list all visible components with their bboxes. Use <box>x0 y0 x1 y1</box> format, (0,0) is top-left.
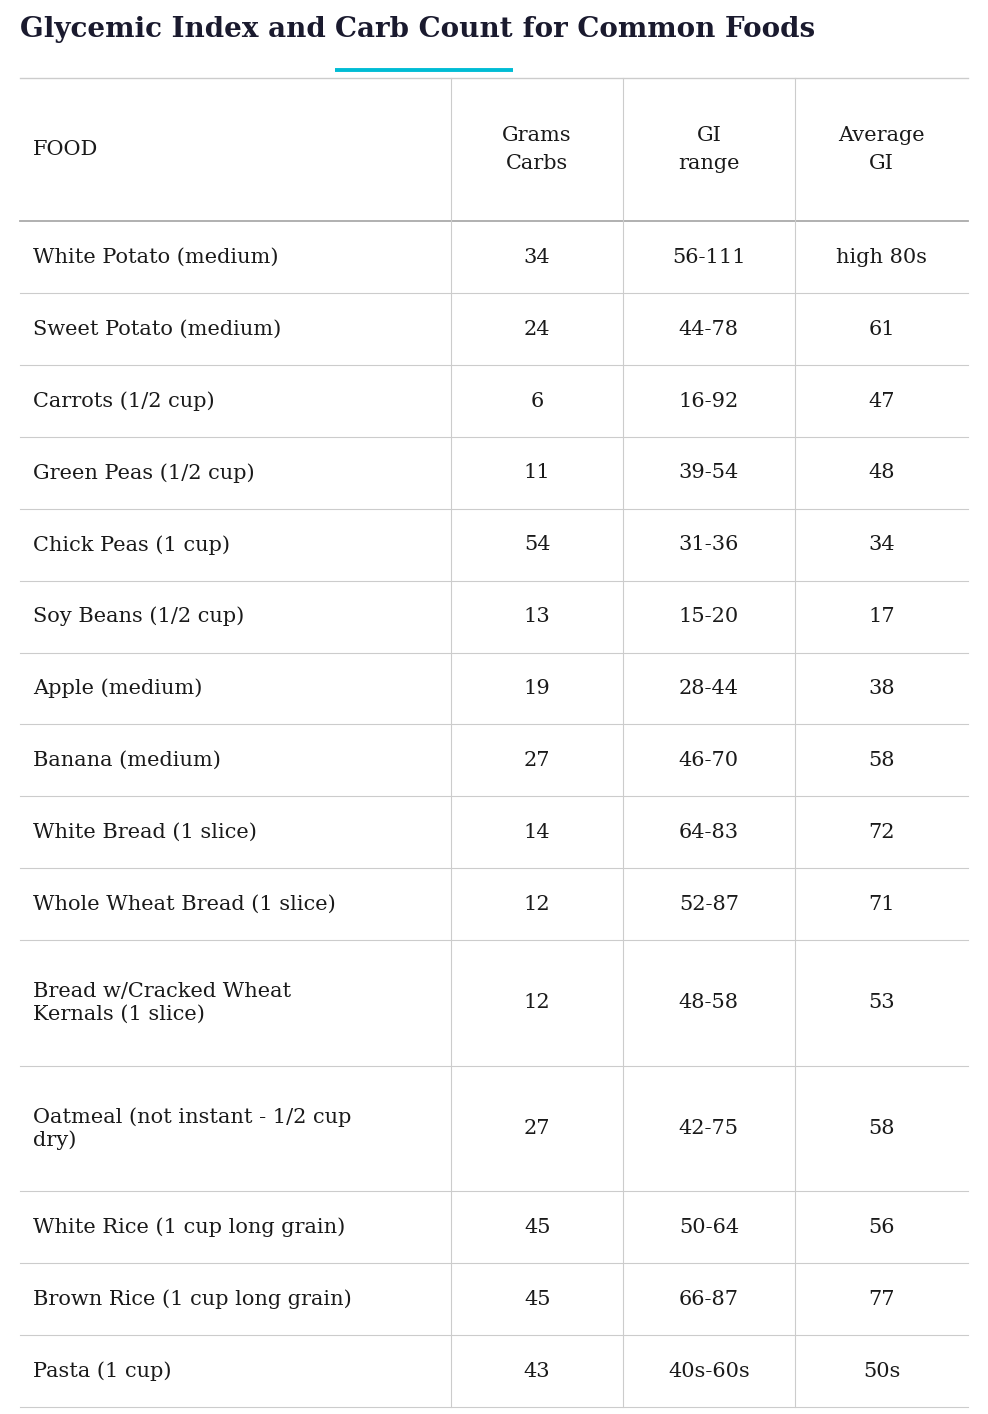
Text: 28-44: 28-44 <box>679 679 739 699</box>
Text: 45: 45 <box>524 1217 550 1237</box>
Text: 56: 56 <box>868 1217 895 1237</box>
Text: Whole Wheat Bread (1 slice): Whole Wheat Bread (1 slice) <box>33 895 336 913</box>
Text: 12: 12 <box>524 993 550 1012</box>
Text: 56-111: 56-111 <box>672 247 746 267</box>
Text: 34: 34 <box>868 536 895 554</box>
Text: 58: 58 <box>868 1118 895 1138</box>
Text: Pasta (1 cup): Pasta (1 cup) <box>33 1362 172 1381</box>
Text: 14: 14 <box>524 823 550 841</box>
Text: 27: 27 <box>524 1118 550 1138</box>
Text: Carrots (1/2 cup): Carrots (1/2 cup) <box>33 392 214 411</box>
Text: 71: 71 <box>868 895 895 913</box>
Text: 77: 77 <box>868 1290 895 1309</box>
Text: 45: 45 <box>524 1290 550 1309</box>
Text: 43: 43 <box>524 1362 550 1380</box>
Text: White Potato (medium): White Potato (medium) <box>33 247 279 267</box>
Text: 6: 6 <box>531 392 543 410</box>
Text: 54: 54 <box>524 536 550 554</box>
Text: 13: 13 <box>524 607 550 626</box>
Text: Banana (medium): Banana (medium) <box>33 751 221 769</box>
Text: 52-87: 52-87 <box>679 895 739 913</box>
Text: 34: 34 <box>524 247 550 267</box>
Text: 66-87: 66-87 <box>679 1290 739 1309</box>
Text: 11: 11 <box>524 464 550 482</box>
Text: 39-54: 39-54 <box>679 464 739 482</box>
Text: 31-36: 31-36 <box>679 536 739 554</box>
Text: 64-83: 64-83 <box>679 823 739 841</box>
Text: 27: 27 <box>524 751 550 769</box>
Text: Average
GI: Average GI <box>838 126 925 173</box>
Text: Chick Peas (1 cup): Chick Peas (1 cup) <box>33 534 230 554</box>
Text: 38: 38 <box>868 679 895 699</box>
Text: 58: 58 <box>868 751 895 769</box>
Text: 44-78: 44-78 <box>679 320 739 339</box>
Text: Carb Count: Carb Count <box>335 16 513 42</box>
Text: 47: 47 <box>868 392 895 410</box>
Text: 12: 12 <box>524 895 550 913</box>
Text: GI
range: GI range <box>678 126 740 173</box>
Text: 46-70: 46-70 <box>679 751 739 769</box>
Text: Apple (medium): Apple (medium) <box>33 679 203 699</box>
Text: FOOD: FOOD <box>33 140 99 160</box>
Text: 24: 24 <box>524 320 550 339</box>
Text: 48-58: 48-58 <box>679 993 739 1012</box>
Text: Brown Rice (1 cup long grain): Brown Rice (1 cup long grain) <box>33 1290 352 1309</box>
Text: 72: 72 <box>868 823 895 841</box>
Text: 19: 19 <box>524 679 550 699</box>
Text: Soy Beans (1/2 cup): Soy Beans (1/2 cup) <box>33 607 244 626</box>
Text: 53: 53 <box>868 993 895 1012</box>
Text: 16-92: 16-92 <box>679 392 739 410</box>
Text: White Bread (1 slice): White Bread (1 slice) <box>33 823 257 841</box>
Text: 50s: 50s <box>863 1362 900 1380</box>
Text: for Common Foods: for Common Foods <box>513 16 815 42</box>
Text: Green Peas (1/2 cup): Green Peas (1/2 cup) <box>33 464 255 482</box>
Text: 48: 48 <box>868 464 895 482</box>
Text: 40s-60s: 40s-60s <box>668 1362 750 1380</box>
Text: 17: 17 <box>868 607 895 626</box>
Text: Oatmeal (not instant - 1/2 cup
dry): Oatmeal (not instant - 1/2 cup dry) <box>33 1107 352 1150</box>
Text: 61: 61 <box>868 320 895 339</box>
Text: White Rice (1 cup long grain): White Rice (1 cup long grain) <box>33 1217 345 1237</box>
Text: 42-75: 42-75 <box>679 1118 739 1138</box>
Text: 15-20: 15-20 <box>679 607 739 626</box>
Text: high 80s: high 80s <box>836 247 927 267</box>
Text: Bread w/Cracked Wheat
Kernals (1 slice): Bread w/Cracked Wheat Kernals (1 slice) <box>33 981 291 1024</box>
Text: Grams
Carbs: Grams Carbs <box>502 126 572 173</box>
Text: Sweet Potato (medium): Sweet Potato (medium) <box>33 320 282 339</box>
Text: Glycemic Index and: Glycemic Index and <box>20 16 335 42</box>
Text: 50-64: 50-64 <box>679 1217 739 1237</box>
